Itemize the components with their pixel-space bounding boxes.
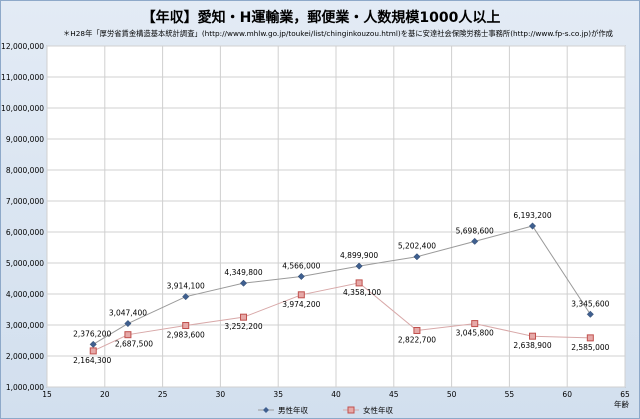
y-tick-label: 6,000,000 (6, 228, 44, 237)
data-label: 4,566,000 (282, 261, 320, 270)
male-data-point (124, 319, 132, 328)
data-label: 3,252,200 (224, 322, 262, 331)
chart-title: 【年収】愛知・H運輸業，郵便業・人数規模1000人以上 (141, 10, 501, 26)
x-tick-label: 25 (158, 390, 168, 399)
male-data-point (297, 272, 305, 281)
x-tick-label: 15 (42, 390, 52, 399)
x-axis-label: 年齢 (614, 399, 629, 409)
legend-label-female: 女性年収 (363, 405, 393, 415)
female-data-point (182, 322, 190, 330)
male-data-point (471, 237, 479, 245)
chart-subtitle: ＊H28年「厚労省賃金構造基本統計調査」(http://www.mhlw.go.… (63, 29, 613, 38)
data-label: 4,349,800 (224, 268, 262, 277)
data-label: 6,193,200 (513, 211, 551, 220)
data-label: 2,687,500 (115, 340, 153, 349)
data-label: 2,376,200 (73, 329, 111, 338)
data-label: 3,914,100 (167, 282, 205, 291)
data-label: 4,899,900 (340, 251, 378, 260)
data-label: 3,047,400 (109, 309, 147, 318)
female-data-point (529, 332, 537, 340)
data-label: 5,202,400 (398, 242, 436, 251)
data-label: 4,358,100 (343, 288, 381, 297)
x-tick-label: 40 (331, 390, 341, 399)
y-tick-label: 2,000,000 (6, 352, 44, 361)
data-label: 2,983,600 (167, 331, 205, 340)
female-data-point (586, 334, 594, 342)
y-tick-label: 11,000,000 (1, 73, 44, 82)
female-data-point (89, 347, 97, 355)
data-label: 2,164,300 (73, 356, 111, 365)
female-data-point (297, 291, 305, 299)
y-tick-label: 7,000,000 (6, 197, 44, 206)
female-data-point (240, 313, 248, 321)
female-data-point (355, 279, 363, 287)
data-label: 3,345,600 (571, 299, 609, 308)
x-tick-label: 45 (389, 390, 399, 399)
x-tick-label: 50 (447, 390, 457, 399)
data-label: 2,638,900 (513, 341, 551, 350)
data-label: 3,045,800 (456, 329, 494, 338)
female-data-point (124, 331, 132, 339)
x-tick-label: 65 (620, 390, 630, 399)
y-tick-label: 9,000,000 (6, 135, 44, 144)
series-line-1 (93, 282, 591, 352)
y-tick-label: 3,000,000 (6, 321, 44, 330)
x-tick-label: 20 (100, 390, 110, 399)
legend-marker-female (347, 406, 355, 414)
x-tick-label: 60 (562, 390, 572, 399)
y-tick-label: 8,000,000 (6, 166, 44, 175)
male-data-point (528, 222, 537, 230)
x-tick-label: 30 (216, 390, 226, 399)
male-data-point (182, 293, 190, 301)
data-label: 5,698,600 (456, 226, 494, 235)
y-tick-label: 1,000,000 (6, 383, 44, 392)
male-data-point (413, 253, 421, 261)
female-data-point (471, 320, 479, 328)
male-data-point (239, 279, 248, 287)
male-data-point (586, 310, 594, 318)
series-line-0 (92, 225, 591, 345)
male-data-point (355, 262, 363, 270)
legend-marker-male (263, 407, 269, 413)
data-label: 2,585,000 (571, 343, 609, 352)
data-label: 2,822,700 (398, 335, 436, 344)
data-label: 3,974,200 (282, 300, 320, 309)
legend-label-male: 男性年収 (278, 405, 308, 415)
y-tick-label: 5,000,000 (6, 259, 44, 268)
y-tick-label: 4,000,000 (6, 290, 44, 299)
female-data-point (413, 326, 421, 334)
x-tick-label: 55 (505, 390, 515, 399)
y-tick-label: 10,000,000 (1, 104, 44, 113)
x-tick-label: 35 (273, 390, 283, 399)
y-tick-label: 12,000,000 (1, 42, 44, 51)
